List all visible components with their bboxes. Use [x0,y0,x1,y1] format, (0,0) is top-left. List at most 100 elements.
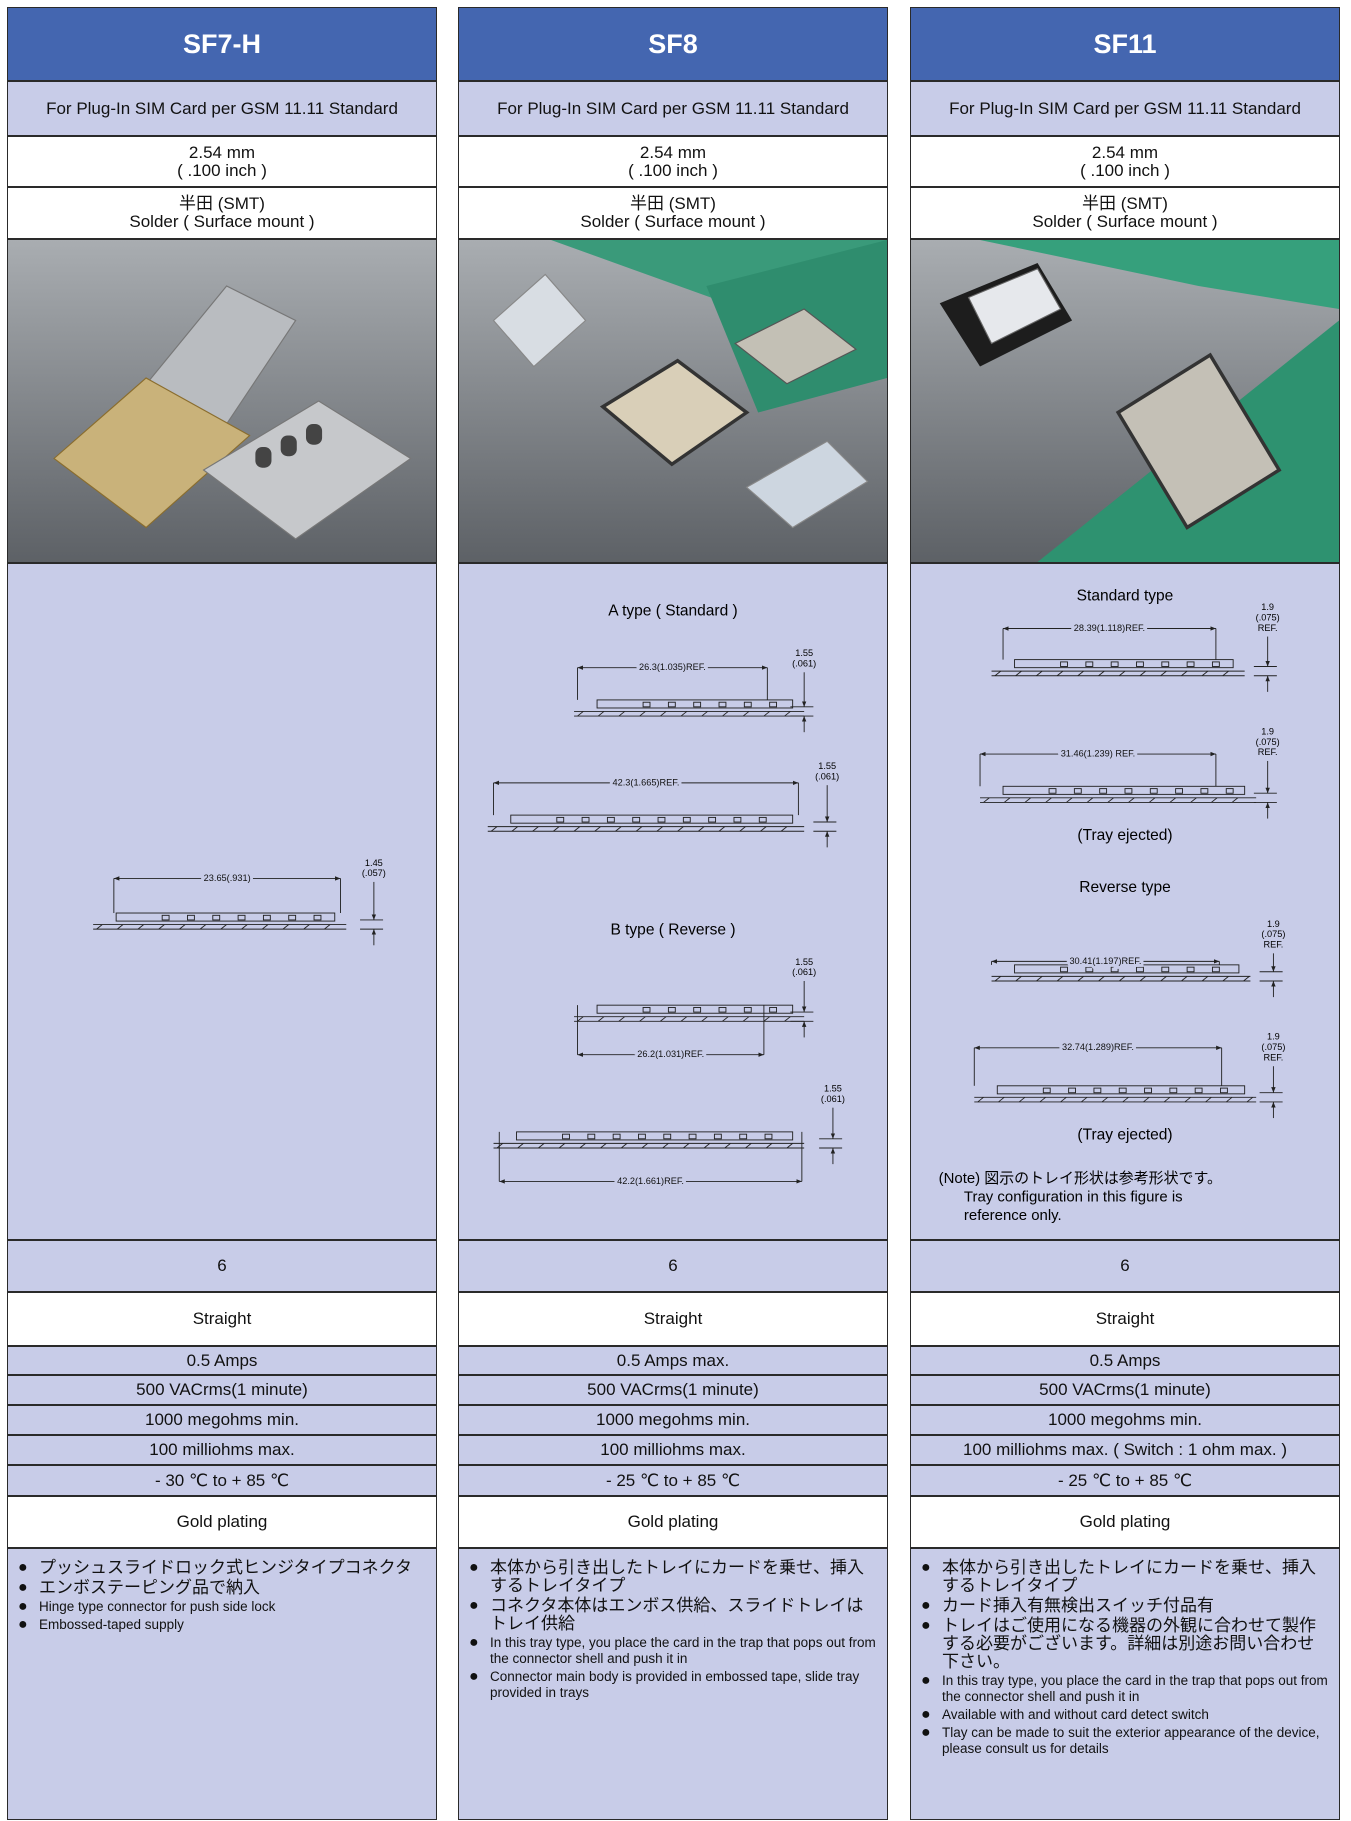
hatch [1118,670,1126,677]
contact-pad [1042,1087,1051,1094]
mounting-line: Solder ( Surface mount ) [580,212,766,231]
termination-cell: Straight [458,1292,888,1346]
hatch [745,1143,752,1149]
hatch [722,711,729,717]
drawing-caption: (Tray ejected) [1077,1126,1172,1143]
connector-body [996,1085,1246,1095]
hatch [1086,797,1094,803]
hatch [1139,670,1146,677]
contact-pad [1144,1087,1152,1094]
note-line: (Note) 図示のトレイ形状は参考形状です。 [939,1170,1222,1187]
feature-item: In this tray type, you place the card in… [469,1635,877,1667]
height-label: 1.9 [1267,1032,1280,1042]
connector-body [1014,964,1240,974]
hatch [490,826,498,832]
feature-item: Embossed-taped supply [18,1617,426,1633]
mounting-line: Solder ( Surface mount ) [129,212,315,231]
feature-item: Tlay can be made to suit the exterior ap… [921,1725,1329,1757]
drawing-caption: (Tray ejected) [1077,827,1172,844]
contact [305,424,323,445]
standard-cell: For Plug-In SIM Card per GSM 11.11 Stand… [458,81,888,136]
hatch [786,1143,793,1149]
feature-item: 本体から引き出したトレイにカードを乗せ、挿入するトレイタイプ [469,1559,877,1595]
contact-pad [581,816,590,823]
hatch [718,826,726,832]
height-label: (.075) [1256,612,1280,622]
hatch [573,826,581,832]
mounting-line: 半田 (SMT) [179,194,265,213]
contact-pad [642,701,651,708]
hatch [977,1096,984,1103]
hatch [780,826,788,832]
contact-pad [743,1007,752,1013]
contact [280,435,297,457]
hatch [1066,797,1073,803]
contact-pad [237,914,246,921]
hatch [1080,1096,1088,1103]
contact-pad [1060,966,1068,973]
contact-pad [1085,966,1094,973]
hatch [639,711,646,717]
contact-pad [587,1133,596,1140]
contact-pad [769,701,778,708]
hatch [639,1016,646,1022]
contact-pad [1060,661,1068,667]
hatch [994,670,1002,677]
name: SF7-H [182,28,261,59]
connector [1115,352,1282,530]
hatch [241,924,248,930]
feature-item: In this tray type, you place the card in… [921,1673,1329,1705]
hatch [1243,976,1250,982]
hatch [1211,797,1218,803]
connector-body [596,699,794,709]
hatch [680,711,688,717]
contact-pad [708,816,717,823]
hatch [763,1016,770,1022]
dimension-label: 28.39(1.118)REF. [1074,623,1145,633]
contact-resistance-cell: 100 milliohms max. [7,1435,437,1465]
hatch [117,924,124,930]
contact-pad [667,701,676,708]
pitch-line: 2.54 mm [639,142,707,162]
plating: Gold plating [176,1512,268,1531]
contacts: 6 [668,1256,678,1275]
hatch [722,1016,729,1022]
contact-pad [1186,661,1195,667]
hatch [1246,1096,1253,1103]
voltage-cell: 500 VACrms(1 minute) [910,1375,1340,1405]
standard: For Plug-In SIM Card per GSM 11.11 Stand… [497,98,849,118]
pitch-line: ( .100 inch ) [177,160,267,180]
contact-pad [1220,1087,1228,1094]
height-label: (.057) [362,868,386,878]
contact-pad [612,1133,621,1140]
feature-item: エンボステーピング品で納入 [18,1579,426,1598]
pitch-cell: 2.54 mm( .100 inch ) [458,136,888,187]
hatch [1143,1096,1150,1103]
hatch [220,924,227,930]
hatch [532,826,539,832]
name: SF11 [1093,28,1157,59]
mounting-line: 半田 (SMT) [1082,194,1168,213]
feature-item: トレイはご使用になる機器の外観に合わせて製作する必要がございます。詳細は別途お問… [921,1617,1329,1671]
height-label: 1.55 [795,648,813,658]
height-label: (.075) [1261,929,1285,939]
temperature-cell: - 30 ℃ to + 85 ℃ [7,1465,437,1496]
drawing-heading: Standard type [1077,587,1174,604]
drawing-heading: Reverse type [1079,879,1170,896]
height-label: (.061) [821,1094,845,1104]
contact-pad [1161,661,1170,667]
height-label: 1.9 [1261,726,1274,736]
current-cell: 0.5 Amps [7,1346,437,1375]
hatch [1098,670,1105,677]
hatch [677,826,684,832]
contact-pad [1085,661,1094,667]
hatch [261,924,269,930]
name: SF8 [648,28,698,59]
drawing-heading: B type ( Reverse ) [610,921,735,938]
current: 0.5 Amps max. [616,1350,730,1370]
hatch [538,1143,545,1149]
plating-cell: Gold plating [458,1496,888,1548]
height-label: (.061) [792,967,816,977]
note-line: reference only. [964,1207,1062,1224]
